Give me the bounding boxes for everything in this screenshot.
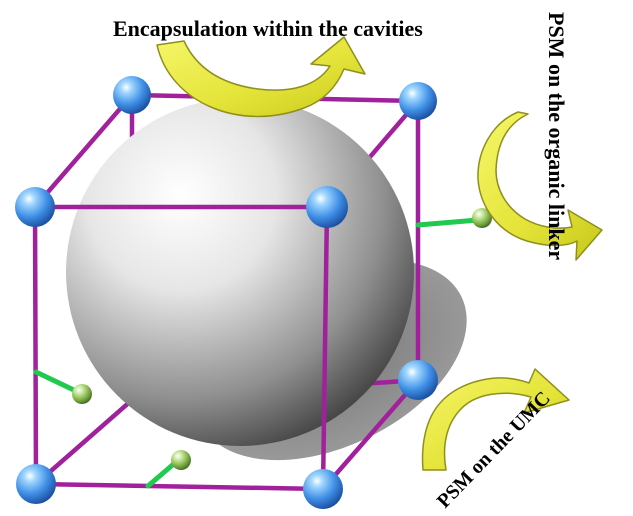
green-ball-icon <box>171 450 191 470</box>
label-encapsulation: Encapsulation within the cavities <box>113 16 423 41</box>
framework-cube-front <box>32 204 330 492</box>
linker-bond-bottom <box>145 459 179 489</box>
functional-group-left <box>33 369 92 404</box>
linker-bond-right <box>415 217 481 228</box>
edge-front-bottom <box>33 481 326 492</box>
blue-sphere-icon <box>113 76 151 114</box>
arrows <box>156 36 603 471</box>
edge-left-bottom-depth <box>33 397 135 487</box>
green-ball-icon <box>472 208 492 228</box>
functional-group-bottom <box>145 450 191 489</box>
edge-front-right <box>320 204 330 492</box>
edge-right-bottom-depth <box>320 377 421 492</box>
green-ball-icon <box>72 384 92 404</box>
blue-sphere-icon <box>303 469 343 509</box>
functional-group-right <box>415 208 492 228</box>
edge-left-top-depth <box>32 92 135 210</box>
label-psm-organic-linker: PSM on the organic linker <box>544 12 569 260</box>
functional-groups <box>33 208 492 489</box>
linker-bond-left <box>33 369 81 395</box>
encapsulated-guest-sphere <box>66 98 414 446</box>
curved-arrow-icon <box>477 111 603 261</box>
blue-sphere-icon <box>399 82 437 120</box>
edge-front-left <box>32 204 39 487</box>
curved-arrow-icon <box>421 368 570 471</box>
blue-sphere-icon <box>306 186 348 228</box>
framework-nodes <box>15 76 438 509</box>
blue-sphere-icon <box>16 464 56 504</box>
curved-arrow-icon <box>156 36 366 118</box>
blue-sphere-icon <box>398 360 438 400</box>
blue-sphere-icon <box>15 187 55 227</box>
